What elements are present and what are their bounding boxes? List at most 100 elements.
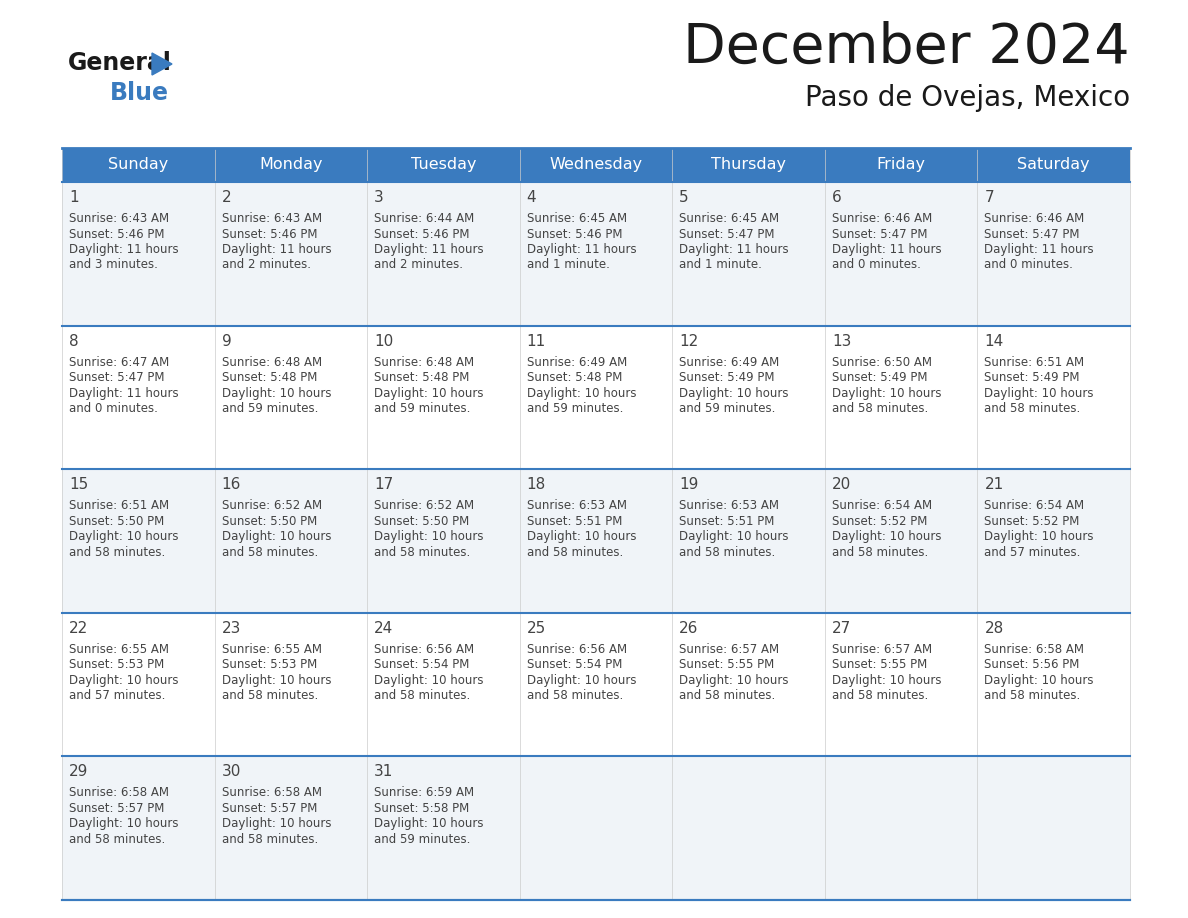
Text: and 58 minutes.: and 58 minutes. [680, 545, 776, 559]
Text: Sunrise: 6:48 AM: Sunrise: 6:48 AM [222, 355, 322, 369]
Text: Sunrise: 6:47 AM: Sunrise: 6:47 AM [69, 355, 169, 369]
Text: 1: 1 [69, 190, 78, 205]
Text: 26: 26 [680, 621, 699, 636]
Text: Friday: Friday [877, 158, 925, 173]
Text: 5: 5 [680, 190, 689, 205]
Text: 29: 29 [69, 765, 88, 779]
Text: Monday: Monday [259, 158, 323, 173]
Text: and 2 minutes.: and 2 minutes. [222, 259, 310, 272]
Text: Daylight: 10 hours: Daylight: 10 hours [985, 531, 1094, 543]
Text: Sunrise: 6:51 AM: Sunrise: 6:51 AM [985, 355, 1085, 369]
Text: Sunset: 5:47 PM: Sunset: 5:47 PM [832, 228, 928, 241]
Bar [62, 613, 1130, 756]
Text: Sunset: 5:52 PM: Sunset: 5:52 PM [985, 515, 1080, 528]
Text: Sunrise: 6:56 AM: Sunrise: 6:56 AM [374, 643, 474, 655]
Text: 25: 25 [526, 621, 546, 636]
Text: Sunset: 5:58 PM: Sunset: 5:58 PM [374, 802, 469, 815]
Text: and 59 minutes.: and 59 minutes. [526, 402, 623, 415]
Text: Daylight: 11 hours: Daylight: 11 hours [374, 243, 484, 256]
Text: Sunset: 5:49 PM: Sunset: 5:49 PM [832, 371, 928, 384]
Text: 17: 17 [374, 477, 393, 492]
Text: and 0 minutes.: and 0 minutes. [832, 259, 921, 272]
Text: Sunrise: 6:46 AM: Sunrise: 6:46 AM [832, 212, 933, 225]
Text: Sunrise: 6:48 AM: Sunrise: 6:48 AM [374, 355, 474, 369]
Text: Daylight: 10 hours: Daylight: 10 hours [222, 817, 331, 831]
Text: General: General [68, 51, 172, 75]
Text: Sunrise: 6:56 AM: Sunrise: 6:56 AM [526, 643, 627, 655]
Text: Sunset: 5:57 PM: Sunset: 5:57 PM [69, 802, 164, 815]
Text: Daylight: 10 hours: Daylight: 10 hours [680, 674, 789, 687]
Bar [62, 182, 1130, 326]
Text: 19: 19 [680, 477, 699, 492]
Text: Thursday: Thursday [712, 158, 786, 173]
Text: and 58 minutes.: and 58 minutes. [832, 689, 928, 702]
Text: Sunset: 5:50 PM: Sunset: 5:50 PM [374, 515, 469, 528]
Text: and 59 minutes.: and 59 minutes. [374, 402, 470, 415]
Text: Daylight: 10 hours: Daylight: 10 hours [222, 674, 331, 687]
Text: Daylight: 11 hours: Daylight: 11 hours [222, 243, 331, 256]
Text: 18: 18 [526, 477, 546, 492]
Text: 21: 21 [985, 477, 1004, 492]
Text: Sunset: 5:56 PM: Sunset: 5:56 PM [985, 658, 1080, 671]
Text: Sunset: 5:57 PM: Sunset: 5:57 PM [222, 802, 317, 815]
Text: Sunrise: 6:45 AM: Sunrise: 6:45 AM [680, 212, 779, 225]
Text: Daylight: 11 hours: Daylight: 11 hours [526, 243, 637, 256]
Text: Sunset: 5:51 PM: Sunset: 5:51 PM [680, 515, 775, 528]
Text: and 58 minutes.: and 58 minutes. [374, 689, 470, 702]
Text: 2: 2 [222, 190, 232, 205]
Text: Daylight: 10 hours: Daylight: 10 hours [222, 386, 331, 399]
Bar [978, 148, 1130, 182]
Text: 27: 27 [832, 621, 851, 636]
Text: and 58 minutes.: and 58 minutes. [832, 402, 928, 415]
Text: and 58 minutes.: and 58 minutes. [680, 689, 776, 702]
Text: 4: 4 [526, 190, 536, 205]
Text: and 2 minutes.: and 2 minutes. [374, 259, 463, 272]
Text: and 57 minutes.: and 57 minutes. [69, 689, 165, 702]
Text: 28: 28 [985, 621, 1004, 636]
Text: 6: 6 [832, 190, 841, 205]
Text: and 58 minutes.: and 58 minutes. [222, 689, 318, 702]
Text: Sunset: 5:50 PM: Sunset: 5:50 PM [69, 515, 164, 528]
Text: Sunrise: 6:46 AM: Sunrise: 6:46 AM [985, 212, 1085, 225]
Text: 7: 7 [985, 190, 994, 205]
Text: Sunset: 5:53 PM: Sunset: 5:53 PM [69, 658, 164, 671]
Text: and 59 minutes.: and 59 minutes. [680, 402, 776, 415]
Text: Sunrise: 6:49 AM: Sunrise: 6:49 AM [680, 355, 779, 369]
Text: Sunset: 5:55 PM: Sunset: 5:55 PM [680, 658, 775, 671]
Text: Sunset: 5:54 PM: Sunset: 5:54 PM [526, 658, 623, 671]
Text: Daylight: 10 hours: Daylight: 10 hours [526, 674, 637, 687]
Text: Sunset: 5:46 PM: Sunset: 5:46 PM [69, 228, 164, 241]
Text: Daylight: 10 hours: Daylight: 10 hours [526, 531, 637, 543]
Text: Sunrise: 6:49 AM: Sunrise: 6:49 AM [526, 355, 627, 369]
Text: and 58 minutes.: and 58 minutes. [222, 833, 318, 845]
Bar [519, 148, 672, 182]
Text: and 0 minutes.: and 0 minutes. [985, 259, 1073, 272]
Text: and 1 minute.: and 1 minute. [680, 259, 763, 272]
Bar [62, 326, 1130, 469]
Text: Sunrise: 6:54 AM: Sunrise: 6:54 AM [832, 499, 931, 512]
Text: 20: 20 [832, 477, 851, 492]
Text: and 1 minute.: and 1 minute. [526, 259, 609, 272]
Text: Sunrise: 6:57 AM: Sunrise: 6:57 AM [832, 643, 931, 655]
Text: Sunset: 5:46 PM: Sunset: 5:46 PM [526, 228, 623, 241]
Text: December 2024: December 2024 [683, 21, 1130, 75]
Text: Sunset: 5:48 PM: Sunset: 5:48 PM [526, 371, 623, 384]
Text: 30: 30 [222, 765, 241, 779]
Text: Sunrise: 6:43 AM: Sunrise: 6:43 AM [69, 212, 169, 225]
Text: Sunrise: 6:55 AM: Sunrise: 6:55 AM [222, 643, 322, 655]
Text: Sunrise: 6:44 AM: Sunrise: 6:44 AM [374, 212, 474, 225]
Text: Daylight: 10 hours: Daylight: 10 hours [832, 531, 941, 543]
Text: and 58 minutes.: and 58 minutes. [985, 689, 1081, 702]
Text: Sunrise: 6:53 AM: Sunrise: 6:53 AM [680, 499, 779, 512]
Text: 31: 31 [374, 765, 393, 779]
Text: Sunday: Sunday [108, 158, 169, 173]
Text: and 58 minutes.: and 58 minutes. [222, 545, 318, 559]
Text: Sunset: 5:50 PM: Sunset: 5:50 PM [222, 515, 317, 528]
Text: and 58 minutes.: and 58 minutes. [526, 689, 623, 702]
Text: Sunset: 5:46 PM: Sunset: 5:46 PM [222, 228, 317, 241]
Text: Daylight: 10 hours: Daylight: 10 hours [985, 386, 1094, 399]
Text: Sunset: 5:51 PM: Sunset: 5:51 PM [526, 515, 623, 528]
Text: and 58 minutes.: and 58 minutes. [526, 545, 623, 559]
Text: Sunrise: 6:58 AM: Sunrise: 6:58 AM [985, 643, 1085, 655]
Text: Daylight: 10 hours: Daylight: 10 hours [374, 386, 484, 399]
